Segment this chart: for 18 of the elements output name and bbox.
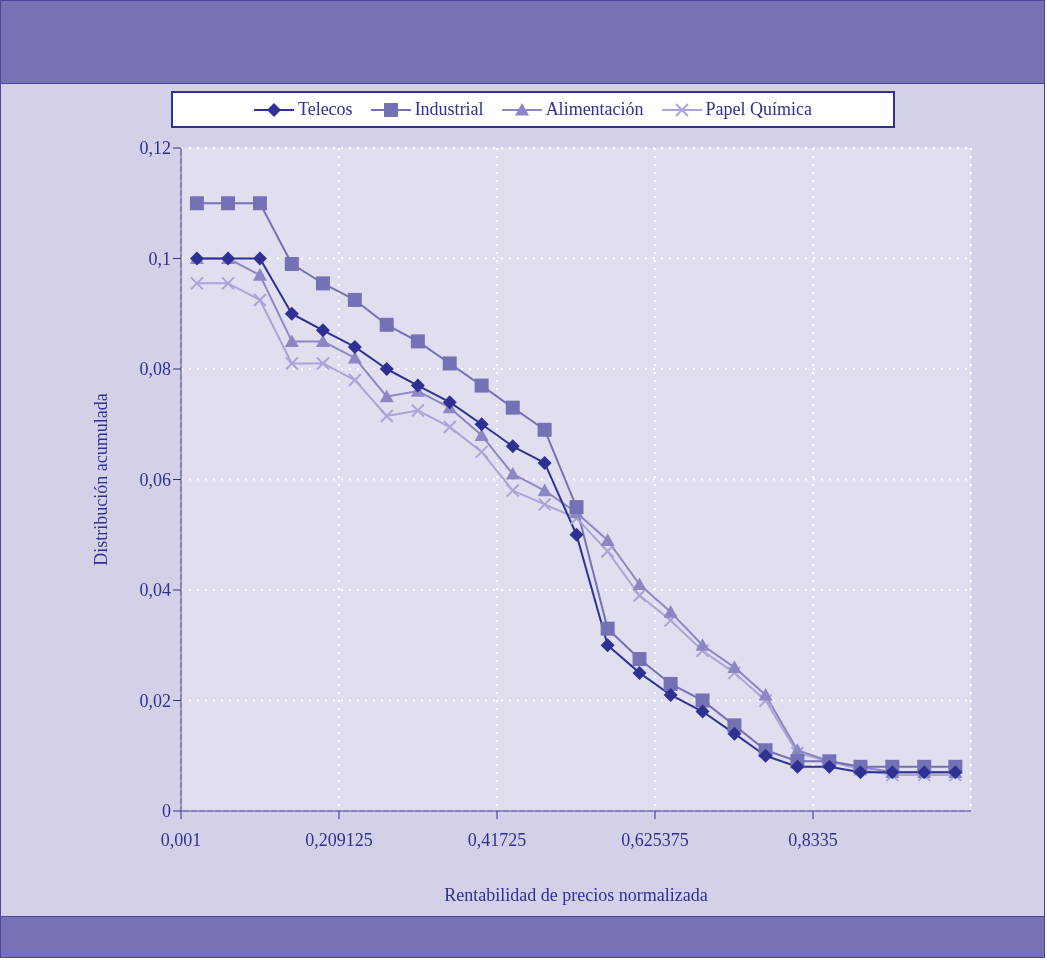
legend-label: Telecos bbox=[296, 99, 353, 120]
y-tick-label: 0,06 bbox=[139, 469, 171, 490]
legend-label: Alimentación bbox=[544, 99, 644, 120]
y-tick-label: 0,12 bbox=[139, 138, 171, 159]
legend-label: Papel Química bbox=[704, 99, 813, 120]
y-tick-label: 0 bbox=[162, 801, 171, 822]
x-tick-label: 0,001 bbox=[160, 829, 202, 850]
x-tick-label: 0,8335 bbox=[788, 829, 838, 850]
x-tick-label: 0,209125 bbox=[305, 829, 373, 850]
x-tick-label: 0,41725 bbox=[467, 829, 527, 850]
legend-label: Industrial bbox=[413, 99, 484, 120]
y-tick-label: 0,02 bbox=[139, 690, 171, 711]
x-tick-label: 0,625375 bbox=[621, 829, 689, 850]
y-axis-title: Distribución acumulada bbox=[91, 393, 112, 566]
y-tick-label: 0,1 bbox=[148, 248, 171, 269]
y-tick-label: 0,04 bbox=[139, 580, 171, 601]
x-axis-title: Rentabilidad de precios normalizada bbox=[444, 885, 708, 905]
y-tick-label: 0,08 bbox=[139, 359, 171, 380]
